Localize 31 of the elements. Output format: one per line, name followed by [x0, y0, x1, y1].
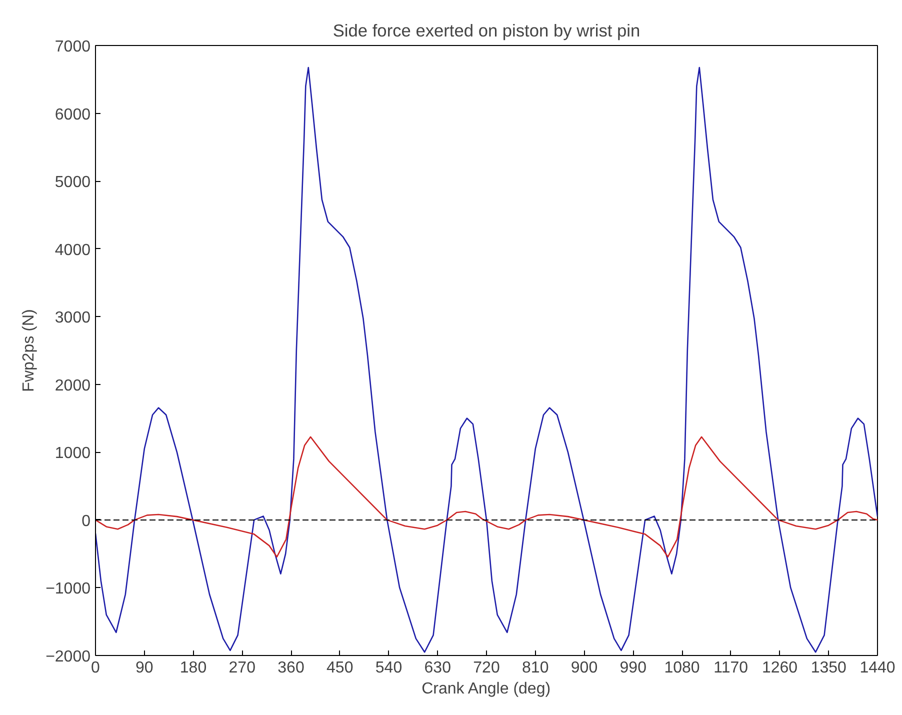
x-tick-label: 90	[135, 660, 154, 676]
y-tick-label: −1000	[46, 580, 91, 598]
y-tick-label: −2000	[46, 648, 91, 666]
y-tick-label: 2000	[54, 377, 91, 394]
line-series	[96, 66, 878, 653]
x-tick-label: 810	[522, 660, 549, 676]
x-tick-label: 1260	[762, 660, 798, 676]
x-tick-label: 360	[278, 660, 304, 676]
y-tick-label: 3000	[54, 310, 91, 327]
x-tick-label: 1080	[664, 660, 700, 676]
x-tick-label: 540	[375, 660, 402, 676]
x-tick-label: 1170	[714, 660, 748, 676]
x-tick-label: 1440	[860, 660, 896, 676]
x-tick-label: 720	[473, 660, 500, 676]
line-series	[96, 436, 878, 558]
x-tick-label: 900	[570, 660, 598, 676]
x-tick-label: 1350	[810, 660, 847, 676]
x-tick-label: 270	[228, 660, 256, 676]
y-axis-title: Fwp2ps (N)	[20, 309, 38, 392]
y-tick-label: 1000	[54, 445, 91, 462]
y-tick-label: 5000	[54, 174, 91, 192]
x-axis-title: Crank Angle (deg)	[422, 680, 551, 698]
y-tick-label: 4000	[54, 242, 91, 259]
x-tick-label: 630	[424, 660, 452, 676]
y-tick-label: 0	[82, 512, 91, 530]
chart-title: Side force exerted on piston by wrist pin	[332, 20, 640, 40]
x-tick-label: 990	[620, 660, 647, 676]
x-tick-label: 180	[180, 660, 207, 676]
x-tick-label: 450	[326, 660, 354, 676]
y-tick-label: 6000	[54, 106, 91, 124]
y-tick-label: 7000	[54, 38, 91, 56]
